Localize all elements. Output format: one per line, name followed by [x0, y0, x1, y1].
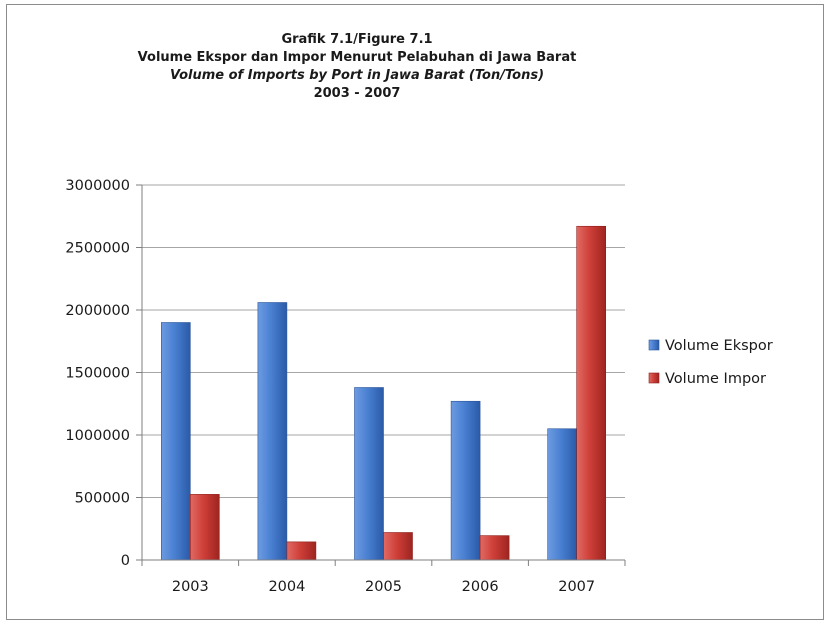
x-tick-label-2003: 2003 — [172, 579, 209, 595]
chart-title-line-2: Volume Ekspor dan Impor Menurut Pelabuha… — [138, 50, 577, 65]
y-tick-label: 500000 — [75, 491, 130, 507]
bar-volume-impor-2003 — [190, 494, 220, 561]
legend-swatch-volume-ekspor — [648, 339, 660, 351]
chart-title: Grafik 7.1/Figure 7.1 Volume Ekspor dan … — [138, 32, 577, 101]
y-axis-tick-labels: 0 500000 1000000 1500000 2000000 2500000 30000… — [65, 178, 130, 569]
y-tick-label: 3000000 — [65, 178, 130, 194]
chart-frame: Grafik 7.1/Figure 7.1 Volume Ekspor dan … — [6, 4, 824, 620]
bar-volume-ekspor-2004 — [257, 302, 288, 561]
chart-canvas: Grafik 7.1/Figure 7.1 Volume Ekspor dan … — [65, 32, 773, 595]
x-tick-label-2006: 2006 — [462, 579, 499, 595]
bar-volume-impor-2005 — [383, 532, 413, 561]
chart-title-line-4: 2003 - 2007 — [314, 86, 401, 101]
bar-volume-ekspor-2006 — [450, 400, 481, 561]
x-tick-label-2005: 2005 — [365, 579, 402, 595]
bar-volume-ekspor-2007 — [547, 428, 578, 561]
bar-volume-impor-2006 — [479, 535, 510, 561]
bars — [161, 225, 607, 561]
bar-volume-impor-2007 — [576, 225, 607, 561]
x-tick-label-2004: 2004 — [268, 579, 305, 595]
legend-label-volume-ekspor: Volume Ekspor — [665, 338, 773, 354]
bar-volume-impor-2004 — [286, 541, 317, 561]
y-tick-label: 1500000 — [65, 366, 130, 382]
y-tick-label: 0 — [121, 553, 130, 569]
gridlines — [136, 184, 625, 561]
axes — [141, 185, 626, 566]
y-tick-label: 1000000 — [65, 428, 130, 444]
legend: Volume Ekspor Volume Impor — [648, 338, 773, 387]
legend-label-volume-impor: Volume Impor — [665, 371, 766, 387]
chart-title-line-1: Grafik 7.1/Figure 7.1 — [281, 32, 432, 47]
chart-title-line-3: Volume of Imports by Port in Jawa Barat … — [170, 68, 544, 83]
y-tick-label: 2000000 — [65, 303, 130, 319]
bar-volume-ekspor-2003 — [161, 322, 191, 561]
x-axis-tick-labels: 2003 2004 2005 2006 2007 — [172, 579, 595, 595]
x-tick-label-2007: 2007 — [558, 579, 595, 595]
y-tick-label: 2500000 — [65, 241, 130, 257]
bar-volume-ekspor-2005 — [354, 387, 384, 561]
legend-swatch-volume-impor — [648, 372, 660, 384]
